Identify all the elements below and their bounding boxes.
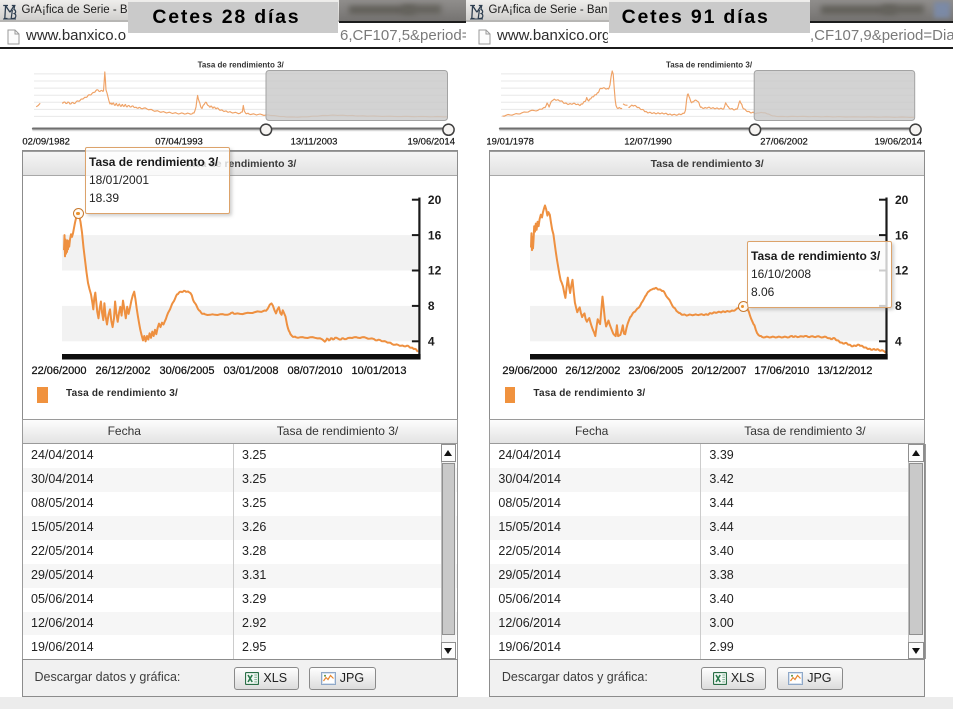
svg-text:26/12/2002: 26/12/2002 xyxy=(95,365,150,377)
svg-text:20: 20 xyxy=(895,193,909,207)
svg-text:26/12/2002: 26/12/2002 xyxy=(565,365,620,377)
svg-text:13/11/2003: 13/11/2003 xyxy=(291,137,338,148)
svg-text:20/12/2007: 20/12/2007 xyxy=(691,365,746,377)
svg-text:29/06/2000: 29/06/2000 xyxy=(502,365,557,377)
svg-text:13/12/2012: 13/12/2012 xyxy=(817,365,872,377)
svg-text:4: 4 xyxy=(428,335,435,349)
svg-text:02/09/1982: 02/09/1982 xyxy=(22,137,70,148)
svg-text:03/01/2008: 03/01/2008 xyxy=(223,365,278,377)
svg-text:19/06/2014: 19/06/2014 xyxy=(874,137,922,148)
svg-text:Tasa de rendimiento 3/: Tasa de rendimiento 3/ xyxy=(198,61,285,70)
svg-text:07/04/1993: 07/04/1993 xyxy=(155,137,203,148)
svg-text:16: 16 xyxy=(428,228,442,242)
svg-text:16: 16 xyxy=(895,228,909,242)
svg-text:20: 20 xyxy=(428,193,442,207)
svg-text:12/07/1990: 12/07/1990 xyxy=(624,137,672,148)
svg-text:30/06/2005: 30/06/2005 xyxy=(159,365,214,377)
svg-text:8: 8 xyxy=(895,299,902,313)
svg-text:19/06/2014: 19/06/2014 xyxy=(407,137,455,148)
svg-text:27/06/2002: 27/06/2002 xyxy=(760,137,808,148)
svg-text:19/01/1978: 19/01/1978 xyxy=(486,137,534,148)
svg-text:23/06/2005: 23/06/2005 xyxy=(628,365,683,377)
svg-text:17/06/2010: 17/06/2010 xyxy=(754,365,809,377)
svg-text:12: 12 xyxy=(895,264,909,278)
svg-text:10/01/2013: 10/01/2013 xyxy=(351,365,406,377)
svg-text:08/07/2010: 08/07/2010 xyxy=(287,365,342,377)
svg-text:Tasa de rendimiento 3/: Tasa de rendimiento 3/ xyxy=(666,61,753,70)
svg-text:8: 8 xyxy=(428,299,435,313)
svg-text:22/06/2000: 22/06/2000 xyxy=(31,365,86,377)
svg-text:12: 12 xyxy=(428,264,442,278)
svg-text:4: 4 xyxy=(895,335,902,349)
